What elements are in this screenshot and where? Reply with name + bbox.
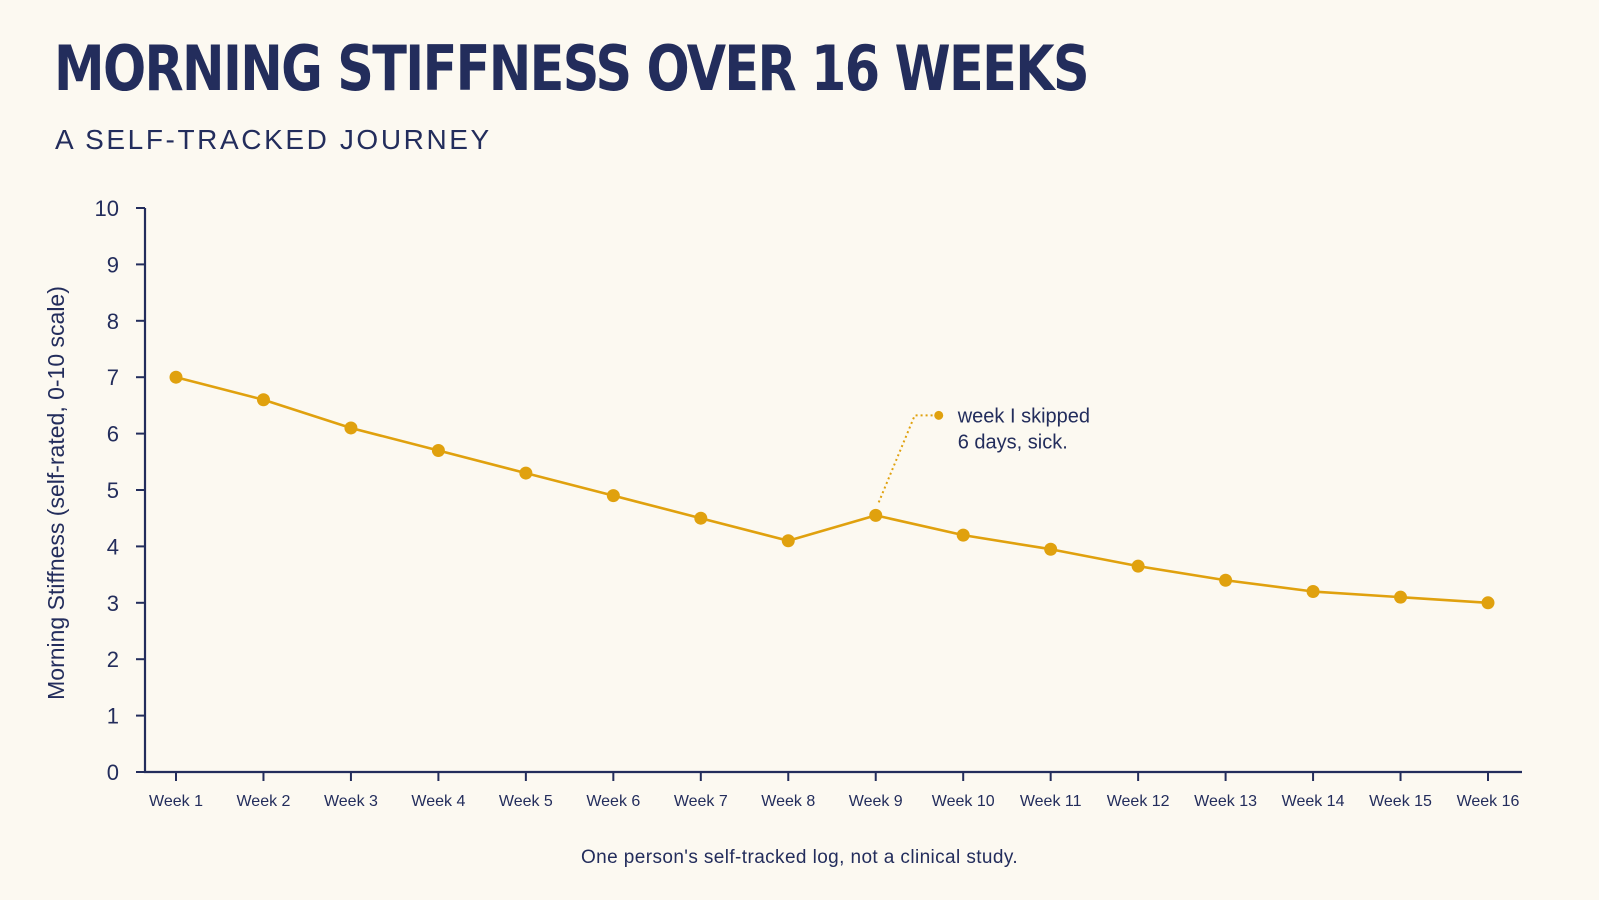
data-point bbox=[781, 534, 795, 548]
x-tick-label: Week 5 bbox=[499, 793, 553, 810]
data-point bbox=[606, 489, 620, 503]
data-point bbox=[694, 511, 708, 525]
x-tick-label: Week 15 bbox=[1369, 793, 1432, 810]
y-tick-label: 8 bbox=[107, 309, 119, 334]
y-axis-title: Morning Stiffness (self-rated, 0-10 scal… bbox=[43, 286, 69, 700]
data-point bbox=[169, 370, 183, 384]
data-point bbox=[869, 508, 883, 522]
annotation-text: 6 days, sick. bbox=[958, 431, 1068, 453]
y-tick-label: 2 bbox=[107, 647, 119, 672]
x-tick-label: Week 3 bbox=[324, 793, 378, 810]
x-tick-label: Week 2 bbox=[236, 793, 290, 810]
y-tick-label: 5 bbox=[107, 478, 119, 503]
data-point bbox=[1131, 559, 1145, 573]
series-line bbox=[175, 375, 1489, 605]
x-tick-label: Week 12 bbox=[1107, 793, 1170, 810]
data-point bbox=[1394, 590, 1408, 604]
data-point bbox=[256, 393, 270, 407]
annotation-layer: week I skipped 6 days, sick. bbox=[877, 405, 1090, 503]
x-tick-label: Week 10 bbox=[932, 793, 995, 810]
data-point bbox=[1219, 573, 1233, 587]
x-tick-label: Week 1 bbox=[149, 793, 203, 810]
annotation-marker bbox=[934, 410, 944, 420]
y-axis: 0 1 2 3 4 5 6 7 8 9 10 bbox=[95, 196, 147, 785]
y-tick-label: 7 bbox=[107, 365, 119, 390]
data-point bbox=[956, 528, 970, 542]
chart-title: MORNING STIFFNESS OVER 16 WEEKS bbox=[54, 32, 1090, 105]
x-tick-label: Week 6 bbox=[586, 793, 640, 810]
y-tick-label: 3 bbox=[107, 591, 119, 616]
y-tick-label: 0 bbox=[107, 760, 119, 785]
data-point bbox=[431, 444, 445, 458]
y-tick-label: 4 bbox=[107, 534, 119, 559]
chart-subtitle: A SELF-TRACKED JOURNEY bbox=[55, 124, 492, 155]
data-point bbox=[519, 466, 533, 480]
y-tick-label: 1 bbox=[107, 704, 119, 729]
x-tick-label: Week 4 bbox=[411, 793, 465, 810]
x-tick-label: Week 7 bbox=[674, 793, 728, 810]
y-tick-label: 6 bbox=[107, 422, 119, 447]
data-point bbox=[1044, 542, 1058, 556]
data-point bbox=[344, 421, 358, 435]
x-tick-label: Week 14 bbox=[1282, 793, 1345, 810]
data-point bbox=[1306, 585, 1320, 599]
y-tick-label: 9 bbox=[107, 252, 119, 277]
annotation-text: week I skipped bbox=[957, 405, 1090, 427]
series-layer bbox=[169, 370, 1495, 610]
x-tick-label: Week 16 bbox=[1457, 793, 1520, 810]
x-tick-label: Week 8 bbox=[761, 793, 815, 810]
data-point bbox=[1481, 596, 1495, 610]
x-tick-label: Week 13 bbox=[1194, 793, 1257, 810]
annotation-leader-line bbox=[877, 414, 939, 503]
x-axis: Week 1 Week 2 Week 3 Week 4 Week 5 Week 6 Week… bbox=[144, 770, 1522, 810]
x-tick-label: Week 9 bbox=[849, 793, 903, 810]
y-tick-label: 10 bbox=[95, 196, 119, 221]
x-tick-label: Week 11 bbox=[1020, 793, 1082, 810]
footnote: One person's self-tracked log, not a cli… bbox=[581, 847, 1018, 868]
